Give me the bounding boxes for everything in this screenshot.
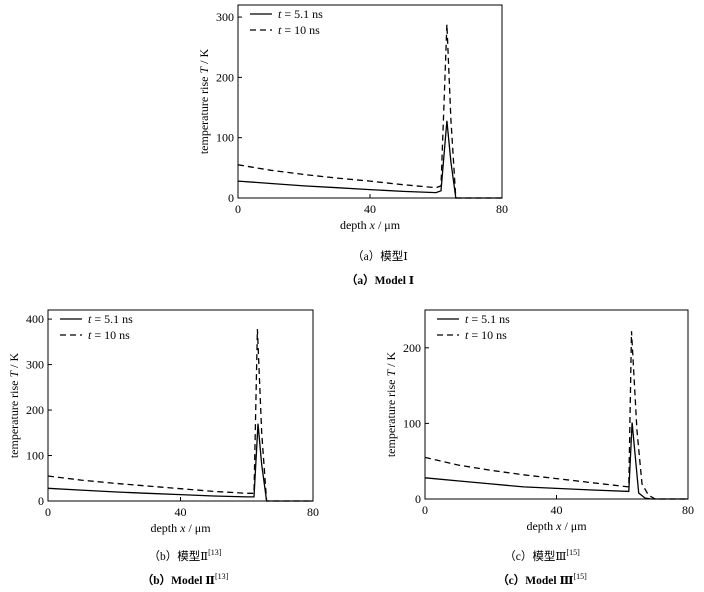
caption-b-cn-ref: [13] (208, 548, 222, 558)
y-tick-label-c-1: 100 (403, 416, 421, 430)
x-tick-label-a-2: 80 (496, 202, 508, 216)
legend-label-c-0: t = 5.1 ns (465, 312, 510, 326)
legend-label-a-0: t = 5.1 ns (278, 7, 323, 21)
legend-label-a-1: t = 10 ns (278, 23, 320, 37)
caption-a-cn: （a）模型Ⅰ (352, 251, 408, 263)
caption-a-en: （a）Model Ⅰ (345, 275, 415, 287)
x-tick-label-c-1: 40 (551, 503, 563, 517)
x-tick-label-b-1: 40 (175, 505, 187, 519)
x-axis-label-c: depth x / μm (526, 519, 587, 533)
y-axis-label-a: temperature rise T / K (197, 49, 211, 155)
series-line-b-0 (47, 423, 313, 502)
y-tick-label-b-1: 100 (26, 449, 44, 463)
x-tick-label-b-0: 0 (45, 505, 51, 519)
y-axis-label-b: temperature rise T / K (7, 353, 21, 459)
legend-label-b-1: t = 10 ns (88, 328, 130, 342)
series-line-c-1 (424, 331, 688, 500)
y-tick-label-b-0: 0 (38, 494, 44, 508)
caption-c-cn: （c）模型Ⅲ[15] (504, 548, 580, 563)
x-tick-label-a-1: 40 (364, 202, 376, 216)
legend-label-c-1: t = 10 ns (465, 328, 507, 342)
series-line-a-0 (237, 120, 502, 199)
x-axis-label-b: depth x / μm (150, 521, 211, 535)
legend-label-b-0: t = 5.1 ns (88, 312, 133, 326)
y-tick-label-a-2: 200 (216, 70, 234, 84)
y-axis-label-c: temperature rise T / K (384, 352, 398, 458)
caption-c-en: （c）Model Ⅲ[15] (497, 572, 587, 587)
y-tick-label-b-4: 400 (26, 312, 44, 326)
y-tick-label-b-3: 300 (26, 358, 44, 372)
caption-c-en-ref: [15] (573, 572, 587, 582)
x-axis-label-a: depth x / μm (340, 218, 401, 232)
series-line-b-1 (47, 329, 313, 502)
caption-c-cn-ref: [15] (566, 548, 580, 558)
y-tick-label-c-0: 0 (415, 492, 421, 506)
series-line-a-1 (237, 24, 502, 199)
caption-b-en-ref: [13] (214, 572, 229, 582)
series-line-c-0 (424, 422, 688, 500)
y-tick-label-b-2: 200 (26, 403, 44, 417)
y-tick-label-c-2: 200 (403, 341, 421, 355)
y-tick-label-a-3: 300 (216, 10, 234, 24)
y-tick-label-a-1: 100 (216, 131, 234, 145)
x-tick-label-a-0: 0 (235, 202, 241, 216)
x-tick-label-c-0: 0 (422, 503, 428, 517)
x-tick-label-c-2: 80 (682, 503, 694, 517)
caption-b-cn: （b）模型Ⅱ[13] (148, 548, 222, 563)
y-tick-label-a-0: 0 (228, 191, 234, 205)
caption-b-en: （b）Model Ⅱ[13] (141, 572, 229, 587)
x-tick-label-b-2: 80 (307, 505, 319, 519)
